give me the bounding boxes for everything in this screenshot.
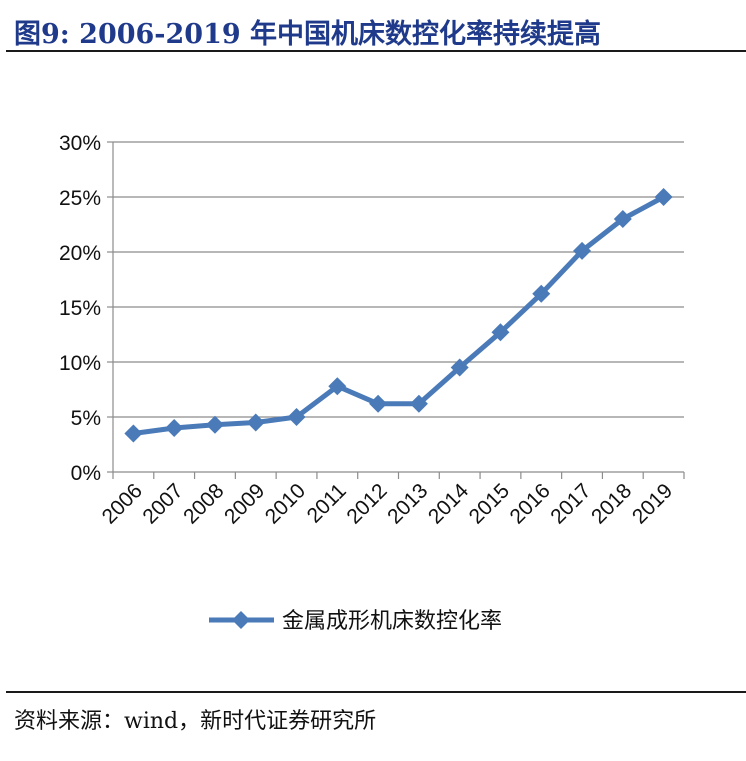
x-tick-label: 2018 — [587, 479, 636, 528]
source-note: 资料来源：wind，新时代证券研究所 — [14, 709, 377, 734]
data-point — [654, 188, 673, 206]
x-tick-label: 2008 — [179, 479, 228, 528]
x-tick-label: 2016 — [505, 479, 554, 528]
legend: 金属成形机床数控化率 — [209, 609, 502, 634]
x-tick-label: 2015 — [465, 479, 514, 528]
x-tick-label: 2009 — [220, 479, 269, 528]
x-tick-label: 2010 — [261, 479, 310, 528]
legend-label: 金属成形机床数控化率 — [282, 609, 502, 634]
x-tick-label: 2012 — [342, 479, 391, 528]
data-point — [613, 210, 632, 228]
x-tick-labels: 2006200720082009201020112012201320142015… — [98, 479, 678, 529]
x-tick-label: 2019 — [628, 479, 677, 528]
y-tick-label: 30% — [59, 132, 101, 155]
y-tick-label: 25% — [59, 187, 101, 210]
x-tick-label: 2011 — [303, 479, 351, 527]
x-tick-label: 2013 — [383, 479, 432, 528]
y-tick-label: 5% — [71, 407, 101, 430]
y-tick-label: 20% — [59, 242, 101, 265]
y-tick-label: 10% — [59, 352, 101, 375]
y-tick-labels: 0% 5% 10% 15% 20% 25% 30% — [59, 132, 101, 485]
series-line — [133, 194, 665, 436]
x-tick-label: 2014 — [424, 479, 474, 529]
data-point — [409, 394, 428, 413]
data-point — [205, 415, 224, 434]
x-tick-label: 2006 — [98, 479, 147, 528]
series-layer — [124, 188, 673, 443]
x-tick-label: 2007 — [138, 479, 187, 528]
x-tick-label: 2017 — [546, 479, 595, 528]
y-tick-label: 0% — [71, 462, 101, 485]
data-point — [450, 358, 469, 377]
gridlines — [113, 141, 684, 418]
line-chart: 0% 5% 10% 15% 20% 25% 30% 20062007200820092010… — [59, 132, 685, 634]
data-point — [369, 394, 388, 413]
header-rule — [6, 50, 746, 52]
data-point — [287, 408, 306, 426]
y-tick-label: 15% — [59, 297, 101, 320]
legend-diamond-marker — [232, 611, 250, 629]
axes — [107, 141, 685, 479]
data-point — [246, 413, 265, 432]
data-point — [491, 323, 510, 342]
data-point — [328, 377, 347, 396]
footer-rule — [6, 691, 746, 693]
data-point — [573, 241, 592, 260]
data-point — [124, 424, 143, 443]
data-point — [532, 284, 551, 303]
figure-title: 图9: 2006-2019 年中国机床数控化率持续提高 — [14, 19, 602, 50]
figure-header: 图9: 2006-2019 年中国机床数控化率持续提高 — [0, 0, 746, 52]
data-point — [165, 419, 184, 437]
